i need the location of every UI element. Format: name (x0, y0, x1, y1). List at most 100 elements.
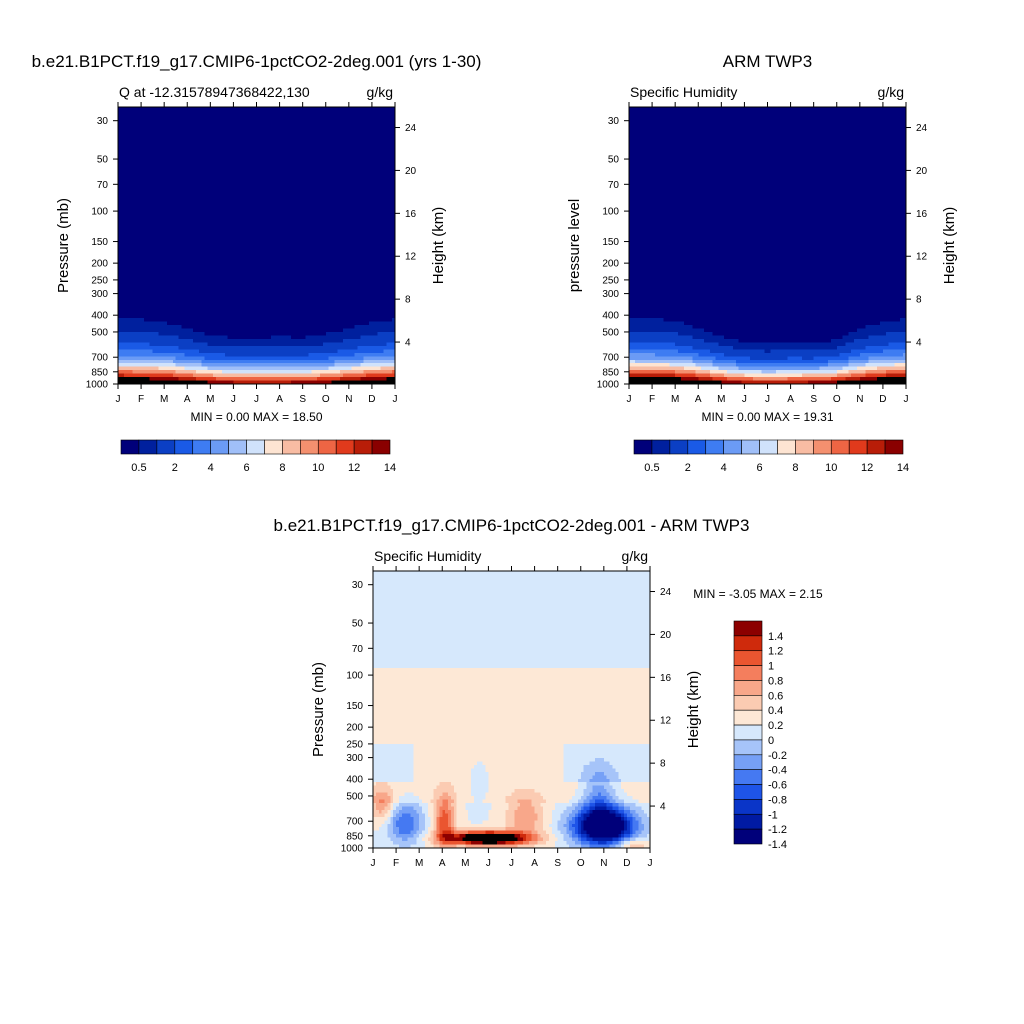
contour-cell (181, 200, 185, 205)
contour-cell (299, 169, 304, 174)
contour-cell (236, 162, 240, 167)
contour-cell (363, 172, 367, 177)
contour-cell (299, 200, 304, 205)
contour-cell (268, 217, 272, 222)
contour-cell (181, 179, 185, 184)
contour-cell (236, 231, 240, 236)
contour-cell (221, 217, 226, 222)
contour-cell (337, 155, 341, 160)
contour-cell (129, 183, 134, 188)
contour-cell (242, 179, 246, 184)
contour-cell (360, 210, 364, 215)
contour-cell (164, 176, 168, 181)
contour-cell (207, 134, 211, 139)
contour-cell (317, 169, 321, 174)
contour-cell (227, 152, 232, 157)
contour-cell (193, 134, 197, 139)
contour-cell (216, 190, 220, 195)
contour-cell (337, 210, 341, 215)
contour-cell (129, 107, 134, 112)
contour-cell (224, 162, 229, 167)
contour-cell (366, 120, 370, 125)
contour-cell (224, 179, 229, 184)
contour-cell (161, 148, 165, 153)
contour-cell (325, 183, 330, 188)
contour-cell (265, 165, 269, 170)
contour-cell (164, 162, 168, 167)
contour-cell (270, 210, 275, 215)
contour-cell (120, 176, 125, 181)
contour-cell (204, 172, 209, 177)
contour-cell (172, 183, 177, 188)
contour-cell (155, 145, 159, 150)
contour-cell (204, 193, 209, 198)
contour-cell (250, 158, 255, 163)
contour-cell (236, 148, 240, 153)
contour-cell (334, 197, 338, 202)
contour-cell (221, 172, 226, 177)
contour-cell (207, 190, 211, 195)
contour-cell (273, 113, 278, 118)
contour-cell (210, 131, 214, 136)
contour-cell (294, 124, 298, 129)
contour-cell (187, 165, 191, 170)
contour-cell (175, 120, 180, 125)
contour-cell (250, 152, 255, 157)
contour-cell (328, 200, 333, 205)
contour-cell (334, 113, 338, 118)
contour-cell (317, 197, 321, 202)
contour-cell (305, 117, 310, 122)
contour-cell (155, 158, 159, 163)
contour-cell (325, 203, 330, 209)
contour-cell (236, 200, 240, 205)
contour-cell (250, 203, 255, 209)
contour-cell (314, 207, 318, 212)
contour-cell (314, 190, 318, 195)
contour-cell (337, 148, 341, 153)
contour-cell (143, 162, 148, 167)
contour-cell (270, 200, 275, 205)
contour-cell (129, 138, 134, 143)
contour-cell (374, 221, 379, 226)
contour-cell (383, 207, 387, 212)
contour-cell (201, 110, 206, 115)
contour-cell (380, 127, 385, 132)
contour-cell (348, 138, 353, 143)
contour-cell (282, 210, 286, 215)
contour-cell (195, 214, 200, 219)
contour-cell (204, 155, 209, 160)
contour-cell (207, 200, 211, 205)
contour-cell (233, 172, 237, 177)
contour-cell (175, 124, 180, 129)
contour-cell (213, 120, 217, 125)
contour-cell (302, 200, 307, 205)
contour-cell (337, 183, 341, 188)
contour-cell (120, 145, 125, 150)
contour-cell (369, 117, 373, 122)
contour-cell (392, 169, 396, 174)
contour-cell (343, 176, 347, 181)
contour-cell (380, 145, 385, 150)
contour-cell (325, 221, 330, 226)
contour-cell (311, 138, 315, 143)
contour-cell (276, 152, 281, 157)
contour-cell (187, 214, 191, 219)
contour-cell (363, 217, 367, 222)
contour-cell (216, 134, 220, 139)
contour-cell (221, 176, 226, 181)
contour-cell (175, 183, 180, 188)
contour-cell (273, 127, 278, 132)
contour-cell (256, 203, 260, 209)
contour-cell (152, 169, 157, 174)
contour-cell (331, 162, 336, 167)
contour-cell (265, 134, 269, 139)
contour-cell (132, 158, 136, 163)
contour-cell (351, 176, 356, 181)
contour-cell (343, 158, 347, 163)
contour-cell (250, 148, 255, 153)
contour-cell (268, 138, 272, 143)
contour-cell (273, 120, 278, 125)
contour-cell (392, 131, 396, 136)
contour-cell (187, 162, 191, 167)
contour-cell (230, 141, 235, 146)
